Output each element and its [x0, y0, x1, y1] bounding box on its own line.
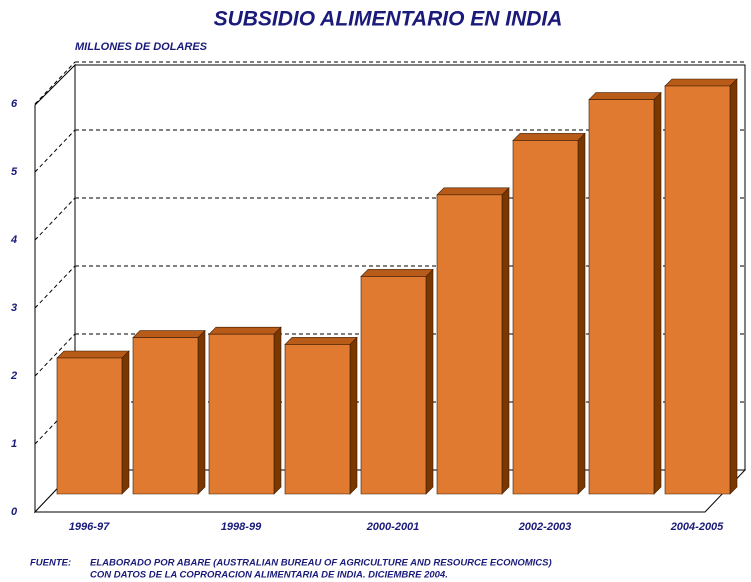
y-tick-label: 4	[10, 234, 17, 246]
grid-line	[34, 197, 76, 241]
bar	[56, 350, 130, 495]
bar-face	[588, 99, 655, 495]
bar-face	[512, 133, 586, 141]
bar	[664, 78, 738, 495]
bar-face	[56, 350, 130, 359]
y-tick-label: 3	[11, 302, 17, 314]
bar	[588, 91, 662, 495]
y-tick-label: 2	[10, 370, 17, 382]
bar-face	[588, 92, 662, 100]
x-tick-label: 2002-2003	[518, 521, 572, 533]
bar-face	[208, 333, 275, 495]
grid-line	[34, 401, 76, 445]
x-tick-label: 1996-97	[69, 521, 110, 533]
bar	[512, 132, 586, 495]
grid-line	[34, 129, 76, 173]
bar	[360, 268, 434, 495]
source-label: FUENTE:	[30, 558, 71, 569]
bar-face	[436, 194, 503, 495]
bar-face	[360, 276, 427, 495]
bar-face	[208, 326, 282, 335]
bar-face	[501, 187, 510, 495]
bar-face	[436, 187, 510, 196]
grid-line	[34, 265, 76, 309]
bar-face	[360, 269, 434, 277]
bar-face	[273, 326, 282, 495]
source-line: CON DATOS DE LA COPRORACION ALIMENTARIA …	[90, 570, 448, 581]
x-tick-label: 1998-99	[221, 521, 262, 533]
bar-face	[197, 329, 206, 495]
bar-face	[56, 357, 123, 495]
bar-face	[512, 140, 579, 495]
x-tick-label: 2004-2005	[670, 521, 724, 533]
bar	[284, 336, 358, 495]
grid-line	[34, 333, 76, 377]
bar-face	[121, 350, 130, 495]
x-tick-label: 2000-2001	[366, 521, 420, 533]
bar	[436, 187, 510, 495]
bar	[132, 329, 206, 495]
bar-face	[653, 91, 662, 495]
bar-face	[664, 78, 738, 87]
bar-face	[132, 330, 206, 338]
bar-face	[577, 132, 586, 495]
y-tick-label: 6	[11, 98, 18, 110]
bar-face	[729, 78, 738, 495]
bar-face	[349, 336, 358, 495]
source-line: ELABORADO POR ABARE (AUSTRALIAN BUREAU O…	[90, 558, 552, 569]
bar-face	[284, 344, 351, 495]
subtitle: MILLONES DE DOLARES	[75, 41, 208, 53]
y-tick-label: 5	[11, 166, 18, 178]
bar-face	[284, 337, 358, 345]
y-tick-label: 0	[11, 506, 18, 518]
y-tick-label: 1	[11, 438, 17, 450]
bar	[208, 326, 282, 495]
bar-face	[425, 268, 434, 495]
bar-face	[664, 85, 731, 495]
bar-face	[132, 337, 199, 495]
grid-line	[34, 61, 76, 105]
chart-title: SUBSIDIO ALIMENTARIO EN INDIA	[214, 8, 563, 31]
